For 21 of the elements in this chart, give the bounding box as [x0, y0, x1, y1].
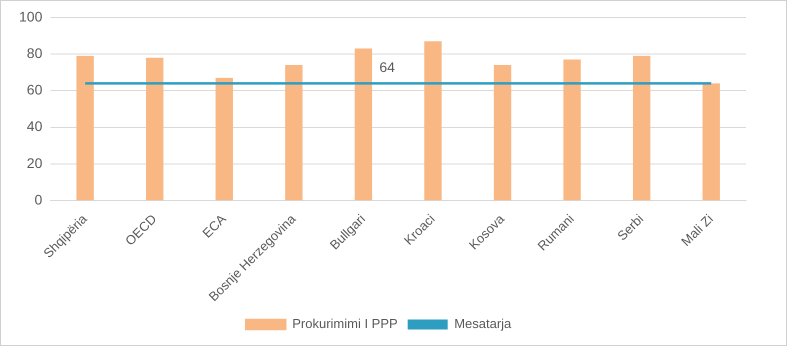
bar — [632, 56, 650, 200]
bar — [354, 48, 372, 200]
y-tick-label: 0 — [34, 192, 43, 208]
bar — [424, 41, 442, 200]
bar — [494, 65, 512, 200]
y-tick-label: 60 — [26, 82, 43, 98]
x-tick-label: Mali Zi — [678, 211, 716, 249]
bar — [76, 56, 94, 200]
bar — [702, 83, 720, 200]
bar — [285, 65, 303, 200]
y-tick-label: 80 — [26, 44, 43, 61]
data-label: 64 — [379, 59, 396, 76]
x-tick-label: ECA — [199, 211, 230, 241]
bar — [216, 78, 233, 200]
y-tick-label: 40 — [26, 118, 43, 134]
bar — [563, 60, 581, 200]
bar — [146, 58, 164, 200]
y-tick-label: 100 — [19, 8, 43, 24]
y-tick-label: 20 — [26, 154, 43, 171]
legend-label: Mesatarja — [454, 316, 512, 332]
legend-label: Prokurimimi I PPP — [292, 316, 398, 332]
